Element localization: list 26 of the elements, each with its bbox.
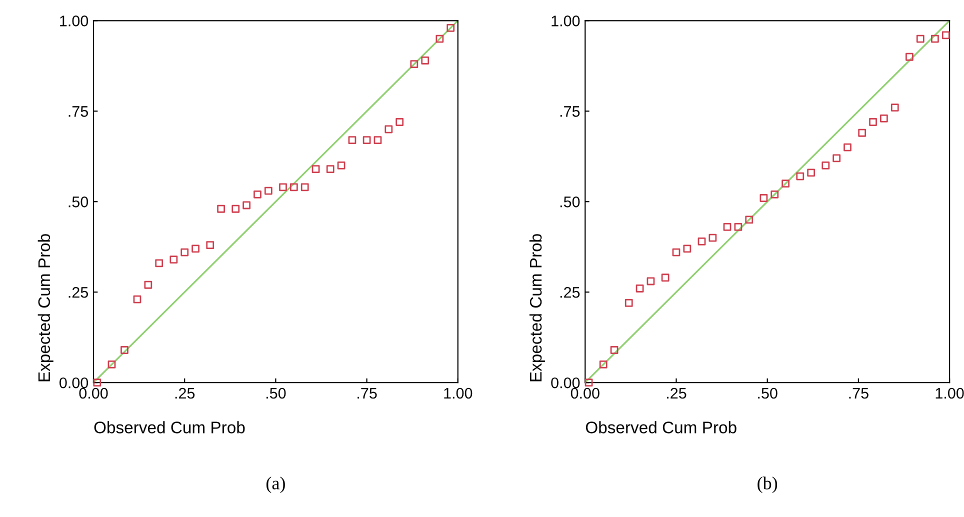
x-tick-label: .50 — [266, 388, 286, 399]
x-axis-title: Observed Cum Prob — [94, 421, 245, 434]
x-tick-label: .50 — [758, 388, 778, 399]
y-tick-label: .75 — [68, 106, 88, 117]
text: (a) — [266, 476, 285, 494]
y-axis-title: Expected Cum Prob — [38, 234, 54, 382]
y-tick-label: .25 — [68, 286, 88, 298]
y-tick-label: 0.00 — [60, 377, 88, 388]
text: (b) — [758, 476, 778, 494]
y-axis-title: Expected Cum Prob — [529, 234, 545, 382]
x-tick-label: .25 — [667, 388, 686, 399]
y-tick-label: .50 — [68, 196, 88, 208]
x-tick-label: 1.00 — [936, 388, 964, 399]
x-tick-label: .75 — [358, 388, 377, 399]
x-tick-label: 0.00 — [79, 388, 108, 399]
x-axis-title: Observed Cum Prob — [586, 421, 736, 434]
y-tick-label: .75 — [560, 106, 580, 117]
x-tick-label: 1.00 — [444, 388, 472, 399]
y-tick-label: .50 — [560, 196, 580, 208]
x-tick-label: .25 — [175, 388, 195, 399]
x-tick-label: 0.00 — [570, 388, 600, 399]
x-tick-label: .75 — [849, 388, 868, 399]
y-tick-label: 1.00 — [60, 16, 88, 26]
y-tick-label: 0.00 — [551, 377, 580, 388]
y-tick-label: .25 — [560, 286, 580, 298]
y-tick-label: 1.00 — [552, 16, 580, 26]
